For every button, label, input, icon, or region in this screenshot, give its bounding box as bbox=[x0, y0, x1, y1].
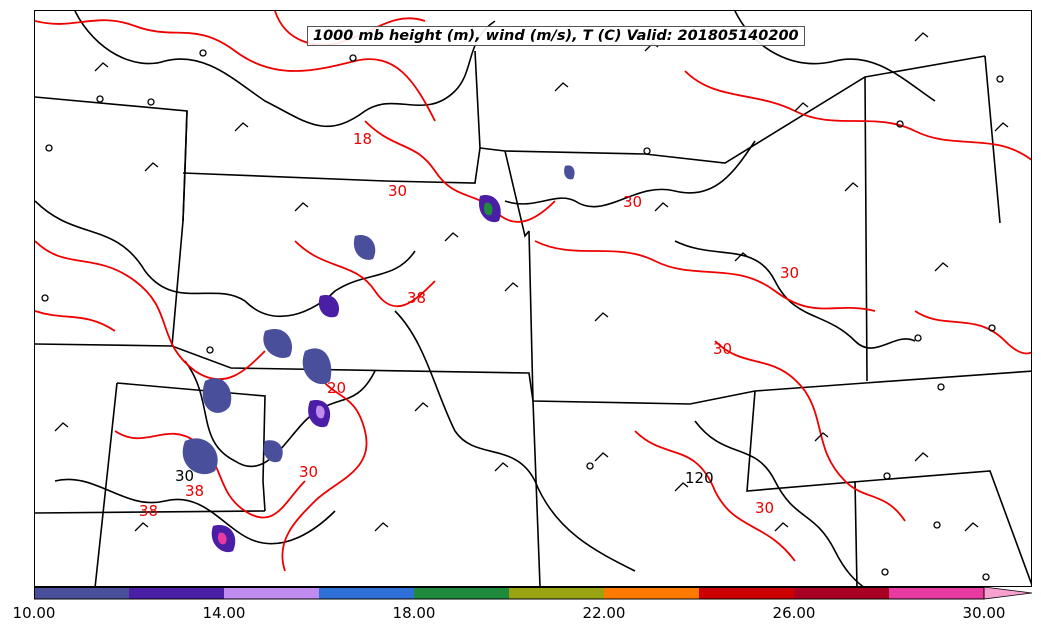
colorbar-tick-label: 18.00 bbox=[392, 604, 436, 622]
colorbar-segment bbox=[224, 587, 320, 599]
temperature-contours bbox=[35, 11, 1031, 572]
colorbar-segment bbox=[604, 587, 700, 599]
colorbar-tick-label: 22.00 bbox=[582, 604, 626, 622]
colorbar-segment bbox=[794, 587, 890, 599]
colorbar-segment bbox=[509, 587, 605, 599]
colorbar-segment bbox=[414, 587, 510, 599]
map-canvas: 18 30 30 38 30 20 30 38 30 30 38 120 30 bbox=[35, 11, 1031, 586]
colorbar-extend-arrow bbox=[983, 587, 1033, 600]
colorbar-tick-label: 26.00 bbox=[772, 604, 816, 622]
colorbar-segment bbox=[34, 587, 130, 599]
colorbar-tick-label: 14.00 bbox=[202, 604, 246, 622]
temp-label: 30 bbox=[780, 264, 799, 282]
temp-label: 30 bbox=[623, 193, 642, 211]
height-contours bbox=[35, 11, 936, 586]
precip-shading bbox=[182, 165, 575, 553]
temp-label: 18 bbox=[353, 130, 372, 148]
temp-label: 38 bbox=[407, 289, 426, 307]
temp-label: 30 bbox=[755, 499, 774, 517]
temp-label: 20 bbox=[327, 379, 346, 397]
colorbar-segment bbox=[319, 587, 415, 599]
colorbar-outline bbox=[34, 587, 985, 600]
colorbar-segment bbox=[889, 587, 985, 599]
temp-label: 30 bbox=[388, 182, 407, 200]
temp-label: 30 bbox=[713, 340, 732, 358]
colorbar-segment bbox=[129, 587, 225, 599]
colorbar-tick-label: 10.00 bbox=[12, 604, 56, 622]
contour-labels: 18 30 30 38 30 20 30 38 30 30 38 120 30 bbox=[139, 130, 799, 520]
temp-label: 38 bbox=[185, 482, 204, 500]
height-label: 30 bbox=[175, 467, 194, 485]
map-title: 1000 mb height (m), wind (m/s), T (C) Va… bbox=[307, 26, 805, 46]
temp-label: 38 bbox=[139, 502, 158, 520]
height-label: 120 bbox=[685, 469, 714, 487]
colorbar-segment bbox=[699, 587, 795, 599]
colorbar bbox=[34, 587, 1033, 600]
map-panel: 18 30 30 38 30 20 30 38 30 30 38 120 30 … bbox=[34, 10, 1032, 587]
colorbar-tick-label: 30.00 bbox=[962, 604, 1006, 622]
temp-label: 30 bbox=[299, 463, 318, 481]
state-borders bbox=[35, 50, 1031, 586]
